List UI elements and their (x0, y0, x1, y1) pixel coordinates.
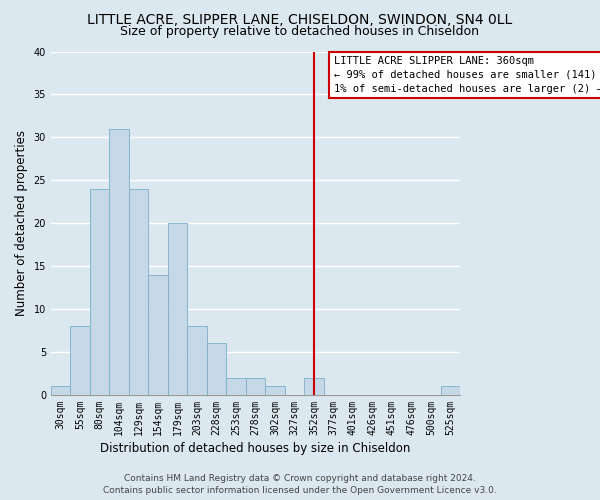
Bar (70, 326, 90, 395)
Bar (265, 386, 285, 395)
X-axis label: Distribution of detached houses by size in Chiseldon: Distribution of detached houses by size … (100, 442, 411, 455)
Bar (440, 386, 460, 395)
Text: LITTLE ACRE SLIPPER LANE: 360sqm
← 99% of detached houses are smaller (141)
1% o: LITTLE ACRE SLIPPER LANE: 360sqm ← 99% o… (334, 56, 600, 94)
Text: Contains HM Land Registry data © Crown copyright and database right 2024.
Contai: Contains HM Land Registry data © Crown c… (103, 474, 497, 495)
Bar (51, 386, 70, 395)
Bar (226, 378, 246, 395)
Bar (207, 344, 226, 395)
Bar (187, 326, 207, 395)
Bar (148, 274, 168, 395)
Text: Size of property relative to detached houses in Chiseldon: Size of property relative to detached ho… (121, 25, 479, 38)
Text: LITTLE ACRE, SLIPPER LANE, CHISELDON, SWINDON, SN4 0LL: LITTLE ACRE, SLIPPER LANE, CHISELDON, SW… (88, 12, 512, 26)
Bar (168, 223, 187, 395)
Bar (304, 378, 324, 395)
Bar (109, 129, 129, 395)
Bar (90, 189, 109, 395)
Bar (129, 189, 148, 395)
Y-axis label: Number of detached properties: Number of detached properties (15, 130, 28, 316)
Bar (246, 378, 265, 395)
